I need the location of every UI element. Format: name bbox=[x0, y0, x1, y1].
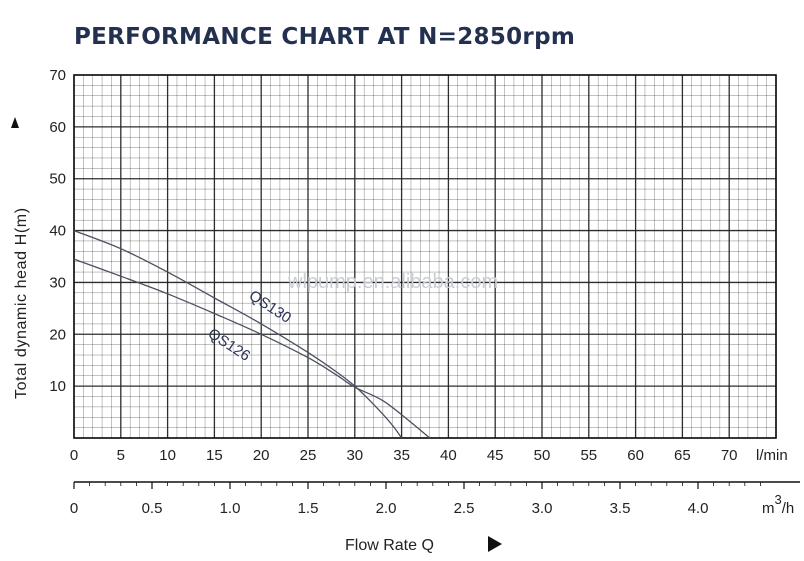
axis-ticks: 10 20 30 40 50 60 70 0 5 10 15 20 25 30 35 40 45 50 55 60 65… bbox=[49, 67, 761, 517]
performance-curves bbox=[73, 229, 431, 439]
y-tick-label: 70 bbox=[49, 67, 66, 84]
x-tick-label-lmin: 55 bbox=[580, 447, 597, 464]
x-tick-label-m3h: 3.5 bbox=[610, 500, 631, 517]
x-tick-label-m3h: 2.0 bbox=[376, 500, 397, 517]
x-tick-label-m3h: 3.0 bbox=[532, 500, 553, 517]
y-tick-label: 50 bbox=[49, 171, 66, 188]
y-tick-label: 20 bbox=[49, 326, 66, 343]
x-tick-label-m3h: 2.5 bbox=[454, 500, 475, 517]
x-tick-label-lmin: 25 bbox=[300, 447, 317, 464]
x-unit-lmin: l/min bbox=[756, 447, 788, 464]
x-tick-label-lmin: 70 bbox=[721, 447, 738, 464]
x-tick-label-m3h: 0.5 bbox=[142, 500, 163, 517]
x-tick-label-m3h: 1.0 bbox=[220, 500, 241, 517]
y-tick-label: 10 bbox=[49, 378, 66, 395]
y-axis-label: Total dynamic head H(m) bbox=[13, 207, 30, 399]
x-tick-label-lmin: 10 bbox=[159, 447, 176, 464]
x-tick-label-lmin: 65 bbox=[674, 447, 691, 464]
x-tick-label-lmin: 30 bbox=[346, 447, 363, 464]
x-tick-label-lmin: 0 bbox=[70, 447, 78, 464]
x-tick-label-lmin: 40 bbox=[440, 447, 457, 464]
x-unit-m3h-m: m bbox=[762, 500, 775, 517]
x-tick-label-lmin: 20 bbox=[253, 447, 270, 464]
x-tick-label-m3h: 1.5 bbox=[298, 500, 319, 517]
x-tick-label-lmin: 15 bbox=[206, 447, 223, 464]
x-tick-label-lmin: 50 bbox=[534, 447, 551, 464]
curve-qs126 bbox=[73, 229, 403, 439]
chart-grid bbox=[73, 74, 777, 439]
x-unit-m3h-exp: 3 bbox=[775, 492, 782, 507]
x-unit-m3h: m3/h bbox=[762, 492, 794, 517]
x-axis-label: Flow Rate Q bbox=[345, 537, 434, 554]
watermark: wlpump.en.alibaba.com bbox=[287, 271, 498, 293]
curve-qs130 bbox=[73, 258, 431, 439]
x-tick-label-m3h: 0 bbox=[70, 500, 78, 517]
x-axis-arrow-icon bbox=[488, 536, 502, 552]
x-tick-label-lmin: 60 bbox=[627, 447, 644, 464]
x-tick-label-lmin: 45 bbox=[487, 447, 504, 464]
x-tick-label-lmin: 5 bbox=[117, 447, 125, 464]
plot-frame bbox=[73, 74, 777, 439]
chart-axes bbox=[73, 74, 800, 483]
x-tick-label-m3h: 4.0 bbox=[688, 500, 709, 517]
curve-label-qs130: QS130 bbox=[246, 287, 294, 327]
curve-label-qs126: QS126 bbox=[205, 325, 253, 365]
y-tick-label: 60 bbox=[49, 119, 66, 136]
y-tick-label: 30 bbox=[49, 274, 66, 291]
y-axis-arrow-icon bbox=[11, 117, 19, 128]
chart-title: PERFORMANCE CHART AT N=2850rpm bbox=[74, 24, 576, 50]
y-tick-label: 40 bbox=[49, 223, 66, 240]
x-tick-label-lmin: 35 bbox=[393, 447, 410, 464]
x-unit-m3h-suffix: /h bbox=[782, 500, 795, 517]
